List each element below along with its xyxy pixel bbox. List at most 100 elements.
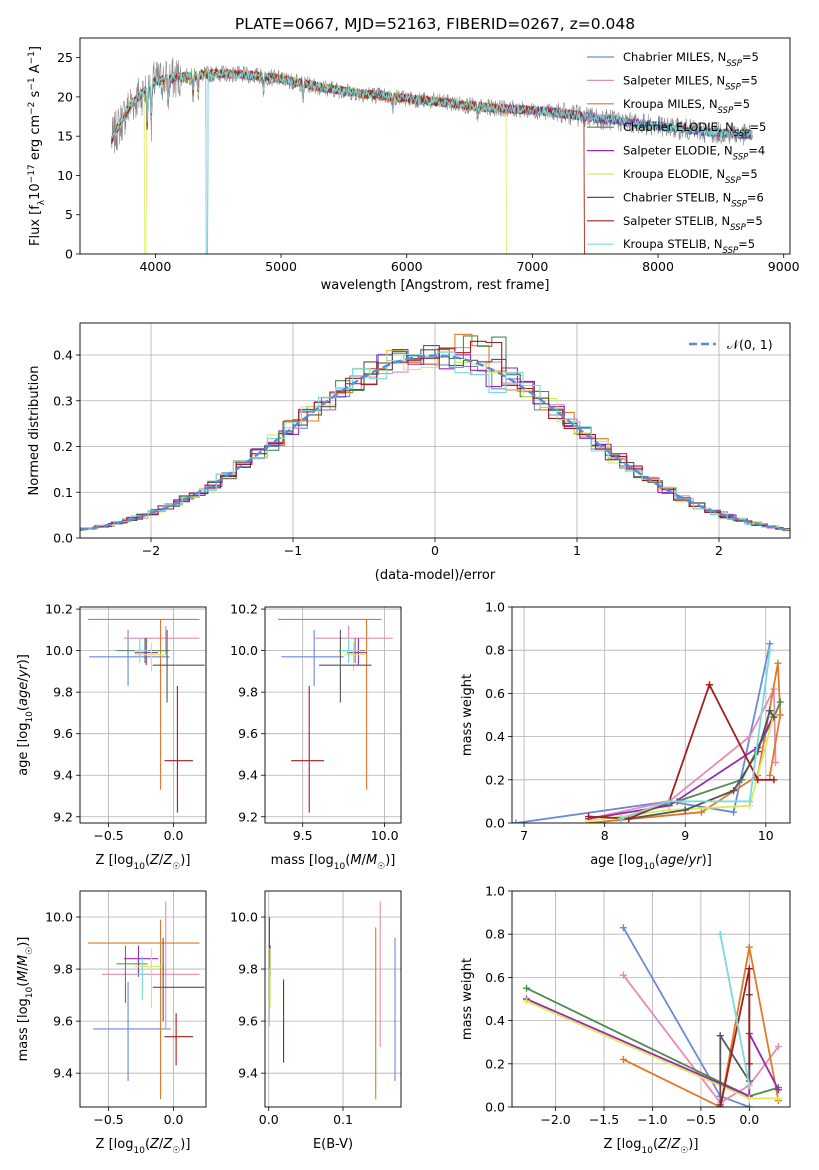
mass-vs-EBV-ytick-label: 9.6 xyxy=(238,1014,258,1029)
weight-vs-Z-plot-area xyxy=(512,891,790,1107)
age-vs-Z-ytick-label: 9.2 xyxy=(53,809,73,824)
weight-vs-Z-series-2 xyxy=(622,974,780,1104)
gauss-legend-label: 𝒩(0, 1) xyxy=(727,337,773,352)
age-vs-Z-plot-area xyxy=(80,607,206,823)
age-vs-Z-ytick-label: 9.4 xyxy=(53,768,73,783)
spectrum-xlabel: wavelength [Angstrom, rest frame] xyxy=(321,278,550,293)
weight-vs-age-marker xyxy=(766,646,774,654)
weight-vs-Z-xtick-label: −1.0 xyxy=(637,1112,667,1127)
legend-label-7: Chabrier STELIB, NSSP=6 xyxy=(623,190,764,209)
weight-vs-age-marker xyxy=(585,813,593,821)
spectrum-panel: 4000 5000 6000 7000 8000 9000 0 5 10 15 20 25 wavele… xyxy=(27,37,800,293)
residuals-legend: 𝒩(0, 1) xyxy=(689,337,773,352)
spectrum-ylabel: Flux [fλ10−17 erg cm−2 s−1 A−1] xyxy=(27,46,47,246)
age-vs-mass-ytick-label: 9.4 xyxy=(238,768,258,783)
legend-label-3: Kroupa MILES, NSSP=5 xyxy=(623,97,750,116)
weight-vs-Z-marker xyxy=(774,1094,782,1102)
weight-vs-age-marker xyxy=(512,819,520,823)
weight-vs-age-marker xyxy=(730,787,738,795)
weight-vs-age-marker xyxy=(705,681,713,689)
age-vs-mass-ytick-label: 9.6 xyxy=(238,726,258,741)
age-vs-mass-xtick-label: 10.0 xyxy=(371,828,399,843)
legend-label-1: Chabrier MILES, NSSP=5 xyxy=(623,50,759,69)
residuals-ytick-label: 0.0 xyxy=(53,531,73,546)
weight-vs-age-marker xyxy=(774,659,782,667)
weight-vs-Z-marker xyxy=(716,930,724,938)
legend-label-8: Salpeter STELIB, NSSP=5 xyxy=(623,214,763,233)
age-vs-mass-ytick-label: 9.2 xyxy=(238,809,258,824)
weight-vs-age-marker xyxy=(754,776,762,784)
weight-vs-age-ytick-label: 0.0 xyxy=(485,816,505,831)
weight-vs-Z-marker xyxy=(774,1043,782,1051)
mass-vs-EBV-xtick-label: 0.0 xyxy=(259,1112,279,1127)
mass-vs-EBV-ytick-label: 9.4 xyxy=(238,1066,258,1081)
weight-vs-Z-marker xyxy=(745,1094,753,1102)
residuals-ylabel: Normed distribution xyxy=(27,366,42,496)
weight-vs-Z-series-1 xyxy=(622,927,750,1107)
weight-vs-Z-ytick-label: 0.8 xyxy=(485,927,505,942)
mass-vs-EBV-ytick-label: 9.8 xyxy=(238,962,258,977)
age-vs-mass-panel: 9.5 10.0 9.2 9.4 9.6 9.8 10.0 10.2 mass [log10(M… xyxy=(230,602,402,872)
weight-vs-age-xlabel: age [log10(age/yr)] xyxy=(590,853,712,872)
legend-label-6: Kroupa ELODIE, NSSP=5 xyxy=(623,167,758,186)
weight-vs-age-plot-area xyxy=(512,607,790,823)
spectrum-frame xyxy=(79,37,791,255)
weight-vs-age-xtick-label: 9 xyxy=(681,828,689,843)
weight-vs-Z-xtick-label: −2.0 xyxy=(540,1112,570,1127)
weight-vs-age-marker xyxy=(770,713,778,721)
weight-vs-Z-marker xyxy=(619,924,627,932)
weight-vs-age-xtick-label: 10 xyxy=(758,828,774,843)
weight-vs-Z-marker xyxy=(745,965,753,973)
weight-vs-Z-marker xyxy=(619,1055,627,1063)
weight-vs-age-ytick-label: 0.2 xyxy=(485,772,505,787)
weight-vs-Z-frame xyxy=(511,890,791,1108)
weight-vs-age-marker xyxy=(617,815,625,823)
residuals-xtick-label: −1 xyxy=(284,543,302,558)
weight-vs-Z-marker xyxy=(523,984,531,992)
weight-vs-age-marker xyxy=(665,797,673,805)
weight-vs-Z-series-9 xyxy=(719,934,751,1086)
spectrum-ytick-label: 15 xyxy=(57,129,73,144)
weight-vs-age-marker xyxy=(776,711,784,719)
age-vs-mass-ytick-label: 10.0 xyxy=(230,643,258,658)
weight-vs-age-series-9 xyxy=(620,650,771,820)
weight-vs-Z-marker xyxy=(523,997,531,1005)
mass-vs-Z-xlabel: Z [log10(Z/Z☉)] xyxy=(96,1137,191,1156)
age-vs-mass-ytick-label: 9.8 xyxy=(238,685,258,700)
weight-vs-age-xtick-label: 8 xyxy=(601,828,609,843)
weight-vs-age-xtick-label: 7 xyxy=(520,828,528,843)
legend-label-2: Salpeter MILES, NSSP=5 xyxy=(623,73,758,92)
mass-vs-EBV-ytick-label: 10.0 xyxy=(230,910,258,925)
spectrum-ytick-label: 20 xyxy=(57,89,73,104)
age-vs-Z-xtick-label: −0.5 xyxy=(93,828,123,843)
spectrum-legend: Chabrier MILES, NSSP=5 Salpeter MILES, NS… xyxy=(587,50,766,256)
weight-vs-age-ytick-label: 0.6 xyxy=(485,686,505,701)
mass-vs-Z-ytick-label: 10.0 xyxy=(45,910,73,925)
residuals-ytick-label: 0.4 xyxy=(53,348,73,363)
mass-vs-Z-plot-area xyxy=(80,891,206,1107)
weight-vs-age-series-7 xyxy=(628,708,775,820)
mass-vs-Z-ytick-label: 9.4 xyxy=(53,1066,73,1081)
weight-vs-age-ytick-label: 0.8 xyxy=(485,643,505,658)
age-vs-Z-xtick-label: 0.0 xyxy=(164,828,184,843)
legend-label-4: Chabrier ELODIE, NSSP=5 xyxy=(623,120,766,139)
weight-vs-age-series-5 xyxy=(588,714,775,820)
residuals-frame xyxy=(79,322,791,539)
figure-title: PLATE=0667, MJD=52163, FIBERID=0267, z=0… xyxy=(235,15,635,33)
mass-vs-Z-frame xyxy=(79,890,207,1108)
age-vs-Z-ytick-label: 9.6 xyxy=(53,726,73,741)
residuals-xlabel: (data-model)/error xyxy=(375,568,496,583)
weight-vs-age-marker xyxy=(766,771,774,779)
spectrum-model-line-3 xyxy=(111,68,585,254)
weight-vs-age-series-1 xyxy=(515,643,771,823)
weight-vs-Z-xtick-label: −0.5 xyxy=(686,1112,716,1127)
weight-vs-age-marker xyxy=(766,640,774,648)
weight-vs-age-ytick-label: 1.0 xyxy=(485,600,505,615)
spectrum-ytick-label: 25 xyxy=(57,50,73,65)
weight-vs-Z-xlabel: Z [log10(Z/Z☉)] xyxy=(604,1137,699,1156)
weight-vs-Z-series-3 xyxy=(623,947,780,1107)
spectrum-ytick-label: 5 xyxy=(65,207,73,222)
weight-vs-Z-ytick-label: 0.0 xyxy=(485,1100,505,1115)
weight-vs-age-marker xyxy=(776,698,784,706)
